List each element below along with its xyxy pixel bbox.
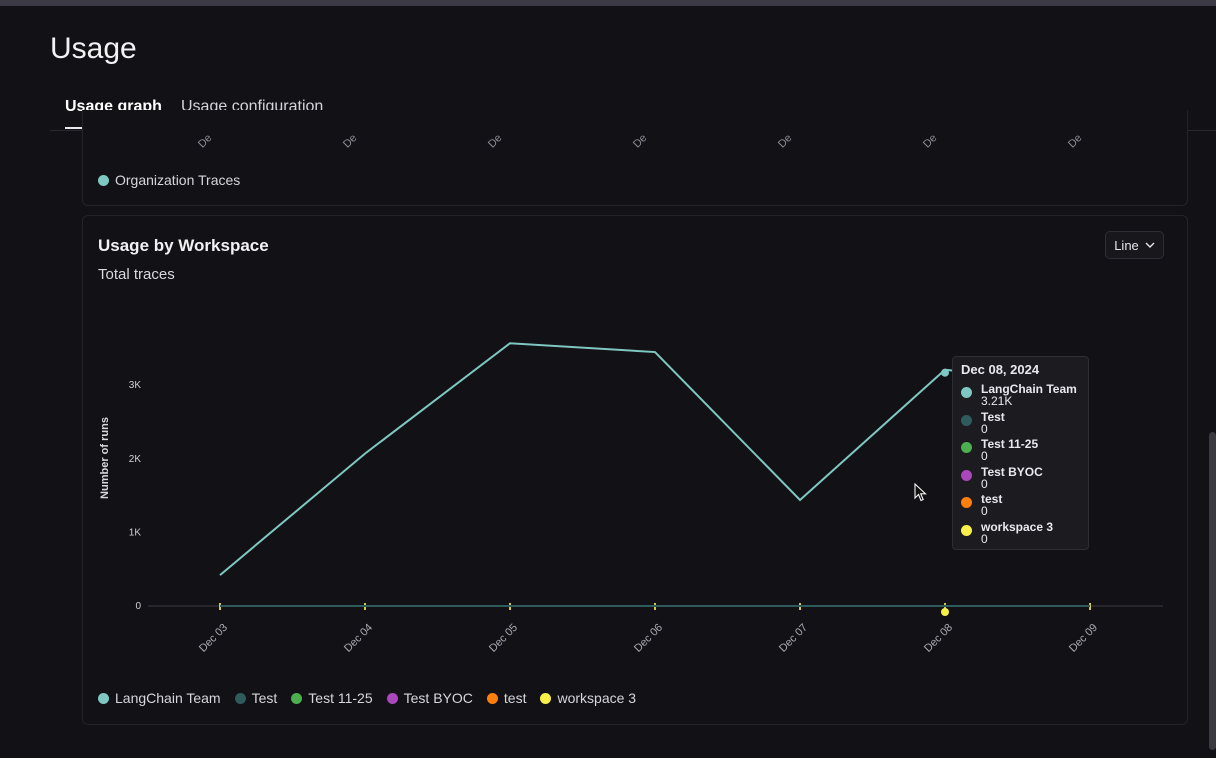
legend-dot (540, 692, 552, 704)
tooltip-dot (961, 387, 972, 398)
legend-label: LangChain Team (115, 690, 221, 706)
x-tick-label: Dec 04 (342, 622, 375, 655)
tooltip-series-value: 0 (981, 449, 988, 463)
legend-label: Test 11-25 (308, 690, 373, 706)
legend-label: Test (251, 690, 278, 706)
legend-item[interactable]: test (486, 690, 527, 706)
tooltip-item: Test 11-25 0 (961, 438, 1080, 466)
hover-point-workspace-3 (941, 608, 949, 616)
legend-dot (386, 692, 398, 704)
prev-x-tick: De (631, 132, 650, 150)
tooltip-series-name: Test (981, 409, 1005, 424)
legend-label: workspace 3 (557, 690, 637, 706)
tooltip-series-value: 0 (981, 531, 988, 546)
legend-item[interactable]: Test (234, 690, 278, 706)
y-tick-label: 2K (129, 454, 142, 465)
legend-dot (234, 692, 246, 704)
tooltip-items: LangChain Team 3.21K Test 0 Test 11-25 0 Test … (961, 383, 1080, 548)
organization-traces-card: De De De De De De De Organization Traces (82, 110, 1188, 206)
tooltip-item: Test BYOC 0 (961, 466, 1080, 494)
tooltip-dot (961, 414, 972, 426)
x-tick-label: Dec 08 (922, 622, 955, 655)
legend-dot (486, 692, 498, 704)
series-line-langchain-team (219, 342, 964, 576)
legend-label: test (503, 690, 527, 706)
card-title: Usage by Workspace (98, 236, 269, 255)
page-title: Usage (50, 32, 137, 65)
legend-item[interactable]: Test BYOC (386, 690, 473, 706)
prev-x-tick: De (1066, 132, 1085, 150)
legend-dot (98, 174, 109, 186)
chart-legend: LangChain Team Test Test 11-25 Test BYOC tes… (98, 690, 636, 706)
tooltip-item: test 0 (961, 493, 1080, 521)
chevron-down-icon (1145, 242, 1155, 248)
chart-tooltip: Dec 08, 2024 LangChain Team 3.21K Test 0 Tes… (952, 356, 1089, 550)
tooltip-date: Dec 08, 2024 (961, 362, 1040, 377)
tooltip-dot (961, 469, 972, 481)
tooltip-series-name: Test BYOC (981, 464, 1043, 479)
x-tick-label: Dec 07 (777, 622, 810, 655)
legend-dot (98, 692, 109, 704)
tooltip-dot (961, 524, 972, 536)
tooltip-dot (961, 497, 972, 508)
prev-chart-x-ticks: De De De De De De De (83, 130, 1187, 150)
y-tick-label: 3K (129, 380, 142, 391)
prev-x-tick: De (341, 132, 360, 150)
legend-item[interactable]: LangChain Team (98, 690, 221, 706)
prev-x-tick: De (921, 132, 940, 150)
prev-x-tick: De (196, 132, 215, 150)
hover-point-langchain-team (941, 368, 949, 377)
x-tick-label: Dec 03 (197, 622, 230, 655)
legend-item[interactable]: Test 11-25 (291, 690, 373, 706)
tooltip-series-name: test (981, 492, 1003, 506)
x-tick-label: Dec 06 (632, 622, 665, 655)
prev-x-tick: De (486, 132, 505, 150)
tooltip-series-value: 0 (981, 504, 988, 518)
tooltip-series-value: 3.21K (981, 394, 1013, 408)
usage-line-chart: 0 1K 2K 3K Number of runs Dec 03 Dec 04 Dec 05 D… (99, 342, 1163, 655)
tooltip-series-value: 0 (981, 476, 988, 491)
chart-type-select[interactable]: Line (1105, 231, 1164, 259)
x-tick-label: Dec 05 (487, 622, 520, 655)
legend-item-organization-traces[interactable]: Organization Traces (98, 172, 240, 188)
prev-x-tick: De (776, 132, 795, 150)
page-scrollbar[interactable] (1209, 432, 1216, 750)
tooltip-item: Test 0 (961, 411, 1080, 439)
card-subtitle: Total traces (98, 266, 175, 283)
tooltip-series-name: LangChain Team (981, 382, 1077, 396)
mouse-pointer-icon (914, 483, 927, 502)
tooltip-series-name: workspace 3 (981, 519, 1054, 534)
y-tick-label: 0 (135, 601, 141, 612)
chart-type-value: Line (1114, 237, 1139, 253)
legend-label: Organization Traces (115, 172, 241, 188)
tooltip-dot (961, 442, 972, 453)
tooltip-series-value: 0 (981, 421, 988, 436)
window-top-bar (0, 0, 1216, 6)
legend-label: Test BYOC (403, 690, 473, 706)
legend-dot (291, 692, 303, 704)
tooltip-item: LangChain Team 3.21K (961, 383, 1080, 411)
x-tick-label: Dec 09 (1067, 622, 1100, 655)
legend-item[interactable]: workspace 3 (540, 690, 636, 706)
tooltip-series-name: Test 11-25 (981, 437, 1039, 451)
y-axis-title: Number of runs (99, 417, 111, 499)
y-tick-label: 1K (129, 527, 142, 538)
